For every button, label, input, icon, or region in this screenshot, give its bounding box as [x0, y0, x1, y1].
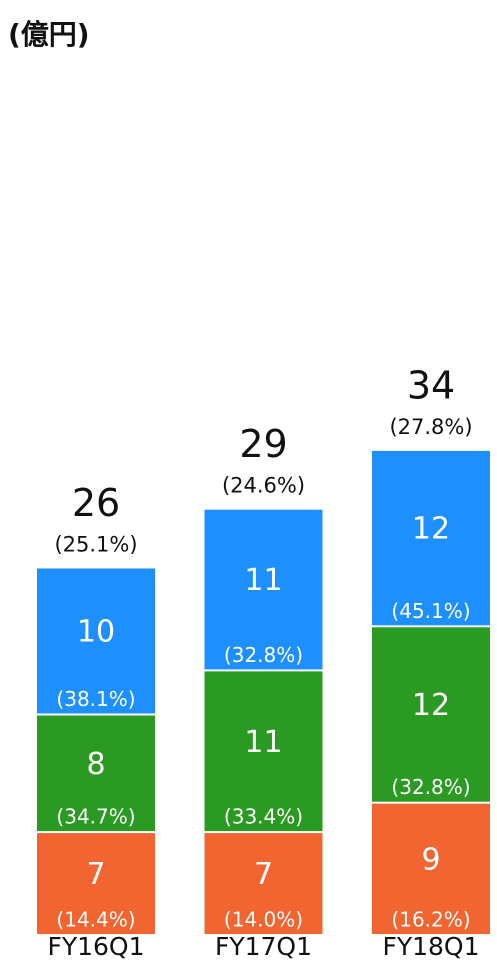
- bar-segment: [37, 568, 155, 714]
- segment-value: 7: [86, 857, 105, 892]
- x-tick-label: FY17Q1: [215, 932, 312, 960]
- segment-share: (32.8%): [224, 643, 303, 667]
- segment-share: (33.4%): [224, 805, 303, 829]
- total-share: (25.1%): [54, 533, 137, 557]
- bar-segment: [204, 671, 323, 832]
- segment-value: 11: [244, 725, 282, 760]
- bar-segment: [37, 833, 155, 934]
- segment-value: 10: [77, 615, 115, 650]
- total-value: 26: [72, 481, 120, 525]
- bar-segment: [372, 627, 490, 802]
- segment-share: (45.1%): [391, 599, 470, 623]
- bar-segment: [204, 509, 323, 670]
- total-share: (24.6%): [222, 474, 305, 498]
- segment-value: 12: [412, 688, 450, 723]
- bar-segment: [372, 450, 490, 626]
- segment-share: (14.4%): [56, 908, 135, 932]
- segment-share: (14.0%): [224, 908, 303, 932]
- bar-segment: [37, 715, 155, 832]
- segment-share: (38.1%): [56, 687, 135, 711]
- segment-value: 8: [86, 747, 105, 782]
- segment-value: 12: [412, 512, 450, 547]
- total-value: 29: [239, 422, 287, 466]
- segment-share: (32.8%): [391, 775, 470, 799]
- bar-segment: [372, 803, 490, 934]
- total-value: 34: [407, 363, 455, 407]
- total-share: (27.8%): [389, 415, 472, 439]
- segment-value: 9: [421, 842, 440, 877]
- x-tick-label: FY16Q1: [47, 932, 144, 960]
- x-tick-label: FY18Q1: [382, 932, 479, 960]
- bar-segment: [204, 833, 323, 934]
- segment-share: (34.7%): [56, 805, 135, 829]
- segment-value: 7: [254, 857, 273, 892]
- segment-value: 11: [244, 563, 282, 598]
- chart-title: (億円): [8, 18, 90, 51]
- segment-share: (16.2%): [391, 908, 470, 932]
